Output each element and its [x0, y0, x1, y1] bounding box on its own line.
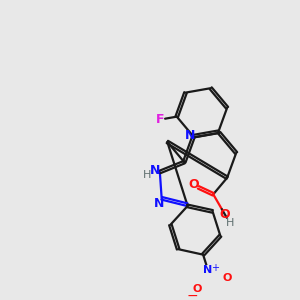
- Text: O: O: [188, 178, 199, 191]
- Text: −: −: [186, 288, 198, 300]
- Text: F: F: [156, 113, 165, 126]
- Text: O: O: [192, 284, 201, 294]
- Text: +: +: [211, 263, 219, 273]
- Text: N: N: [154, 196, 165, 210]
- Text: N: N: [185, 129, 195, 142]
- Text: O: O: [219, 208, 230, 221]
- Text: H: H: [226, 218, 234, 228]
- Text: O: O: [223, 273, 232, 283]
- Text: N: N: [150, 164, 160, 177]
- Text: H: H: [143, 170, 151, 180]
- Text: N: N: [203, 265, 213, 275]
